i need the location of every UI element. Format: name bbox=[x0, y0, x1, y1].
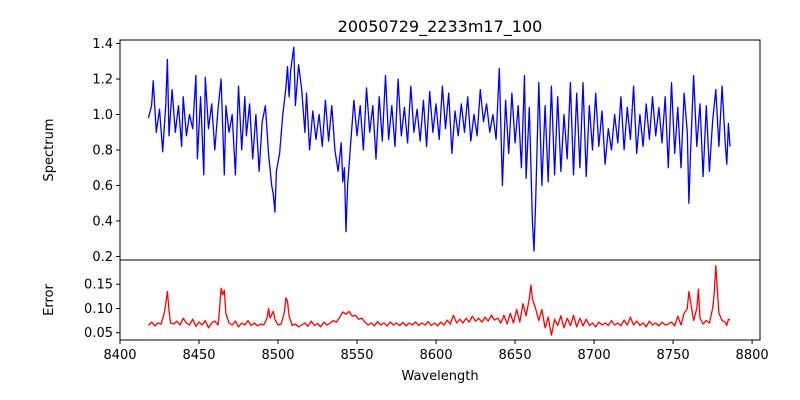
error-panel: 0.05 0.10 0.15 8400 8450 8500 8550 8600 8650 870… bbox=[42, 259, 769, 384]
x-tick-label: 8450 bbox=[182, 348, 215, 363]
x-tick-label: 8600 bbox=[420, 348, 453, 363]
x-tick-label: 8650 bbox=[499, 348, 532, 363]
error-y-ticks: 0.05 0.10 0.15 bbox=[84, 278, 120, 341]
spectrum-y-axis-label: Spectrum bbox=[42, 119, 57, 182]
spectrum-line bbox=[147, 46, 731, 252]
spectrum-y-tick-label: 0.8 bbox=[92, 144, 113, 159]
error-x-ticks: 8400 8450 8500 8550 8600 8650 8700 8750 8800 bbox=[103, 340, 769, 363]
error-y-axis-label: Error bbox=[42, 284, 57, 316]
spectrum-panel: 20050729_2233m17_100 0.2 0.4 0.6 0.8 1.0 1.2 1… bbox=[42, 17, 761, 265]
spectrum-y-tick-label: 0.2 bbox=[92, 250, 113, 265]
spectrum-axes-frame bbox=[119, 39, 761, 261]
x-tick-label: 8550 bbox=[340, 348, 373, 363]
x-tick-label: 8800 bbox=[736, 348, 769, 363]
spectrum-y-tick-label: 1.4 bbox=[92, 37, 113, 52]
chart-title: 20050729_2233m17_100 bbox=[338, 17, 543, 37]
x-tick-label: 8400 bbox=[103, 348, 136, 363]
x-tick-label: 8700 bbox=[578, 348, 611, 363]
error-line bbox=[147, 265, 731, 336]
spectrum-y-tick-label: 1.2 bbox=[92, 73, 113, 88]
error-y-tick-label: 0.15 bbox=[84, 278, 113, 293]
spectrum-y-tick-label: 0.6 bbox=[92, 179, 113, 194]
error-y-tick-label: 0.10 bbox=[84, 302, 113, 317]
spectrum-y-ticks: 0.2 0.4 0.6 0.8 1.0 1.2 1.4 bbox=[92, 37, 120, 265]
spectrum-y-tick-label: 1.0 bbox=[92, 108, 113, 123]
x-axis-label: Wavelength bbox=[401, 369, 478, 384]
spectrum-y-tick-label: 0.4 bbox=[92, 214, 113, 229]
x-tick-label: 8750 bbox=[657, 348, 690, 363]
error-axes-frame bbox=[119, 259, 761, 341]
x-tick-label: 8500 bbox=[261, 348, 294, 363]
error-y-tick-label: 0.05 bbox=[84, 326, 113, 341]
